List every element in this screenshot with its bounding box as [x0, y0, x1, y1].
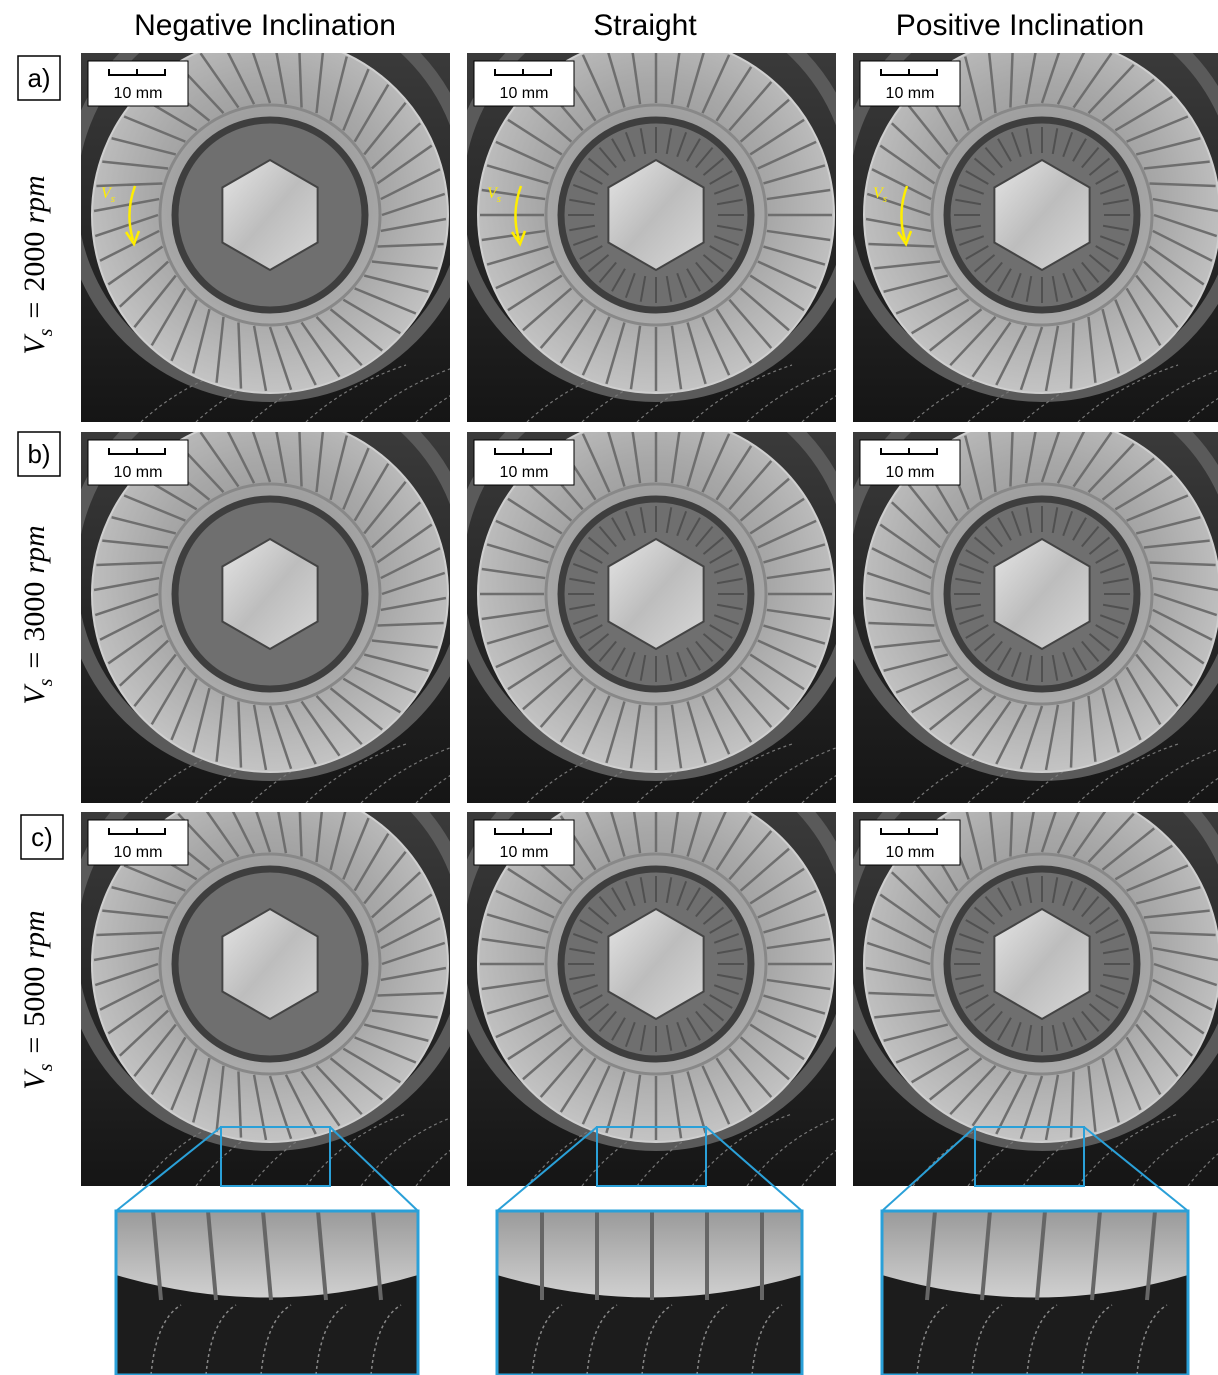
speed-label: Vs=3000rpm	[18, 525, 57, 704]
scale-bar-label: 10 mm	[500, 844, 549, 861]
photo-panel: 10 mm	[456, 374, 902, 803]
column-header: Straight	[593, 9, 697, 42]
zoom-inset	[882, 1211, 1188, 1375]
scale-bar-label: 10 mm	[114, 464, 163, 481]
photo-panel: 10 mm	[70, 374, 516, 803]
speed-equals: =	[18, 1037, 51, 1054]
speed-label: Vs=2000rpm	[18, 175, 57, 354]
speed-value: 2000	[18, 232, 51, 292]
speed-equals: =	[18, 652, 51, 669]
scale-bar-label: 10 mm	[500, 464, 549, 481]
scale-bar-label: 10 mm	[114, 844, 163, 861]
scale-bar-label: 10 mm	[500, 85, 549, 102]
speed-value: 5000	[18, 967, 51, 1027]
scale-bar-label: 10 mm	[886, 464, 935, 481]
photo-panel: 10 mmVs	[456, 0, 902, 422]
photo-panel: 10 mmVs	[70, 0, 516, 422]
speed-unit: rpm	[18, 525, 51, 573]
speed-subscript: s	[35, 328, 57, 336]
velocity-subscript: s	[497, 193, 501, 205]
speed-label: Vs=5000rpm	[18, 910, 57, 1089]
figure: Negative Inclination Straight Positive Inc…	[0, 0, 1218, 1375]
speed-equals: =	[18, 302, 51, 319]
photo-panel: 10 mmVs	[842, 0, 1218, 422]
column-header: Positive Inclination	[896, 9, 1144, 42]
photo-panel: 10 mm	[70, 744, 516, 1186]
scale-bar-label: 10 mm	[886, 844, 935, 861]
scale-bar-label: 10 mm	[886, 85, 935, 102]
velocity-subscript: s	[111, 193, 115, 205]
speed-value: 3000	[18, 582, 51, 642]
velocity-subscript: s	[883, 193, 887, 205]
photo-panel: 10 mm	[842, 744, 1218, 1186]
speed-unit: rpm	[18, 910, 51, 958]
speed-subscript: s	[35, 678, 57, 686]
column-header: Negative Inclination	[134, 9, 396, 42]
zoom-inset	[497, 1211, 802, 1375]
scale-bar-label: 10 mm	[114, 85, 163, 102]
row-label: a)	[27, 63, 50, 93]
zoom-inset	[116, 1211, 418, 1375]
photo-panel: 10 mm	[842, 374, 1218, 803]
photo-panel: 10 mm	[456, 744, 902, 1186]
row-label: b)	[27, 439, 50, 469]
row-label: c)	[31, 822, 53, 852]
speed-unit: rpm	[18, 175, 51, 223]
speed-subscript: s	[35, 1063, 57, 1071]
